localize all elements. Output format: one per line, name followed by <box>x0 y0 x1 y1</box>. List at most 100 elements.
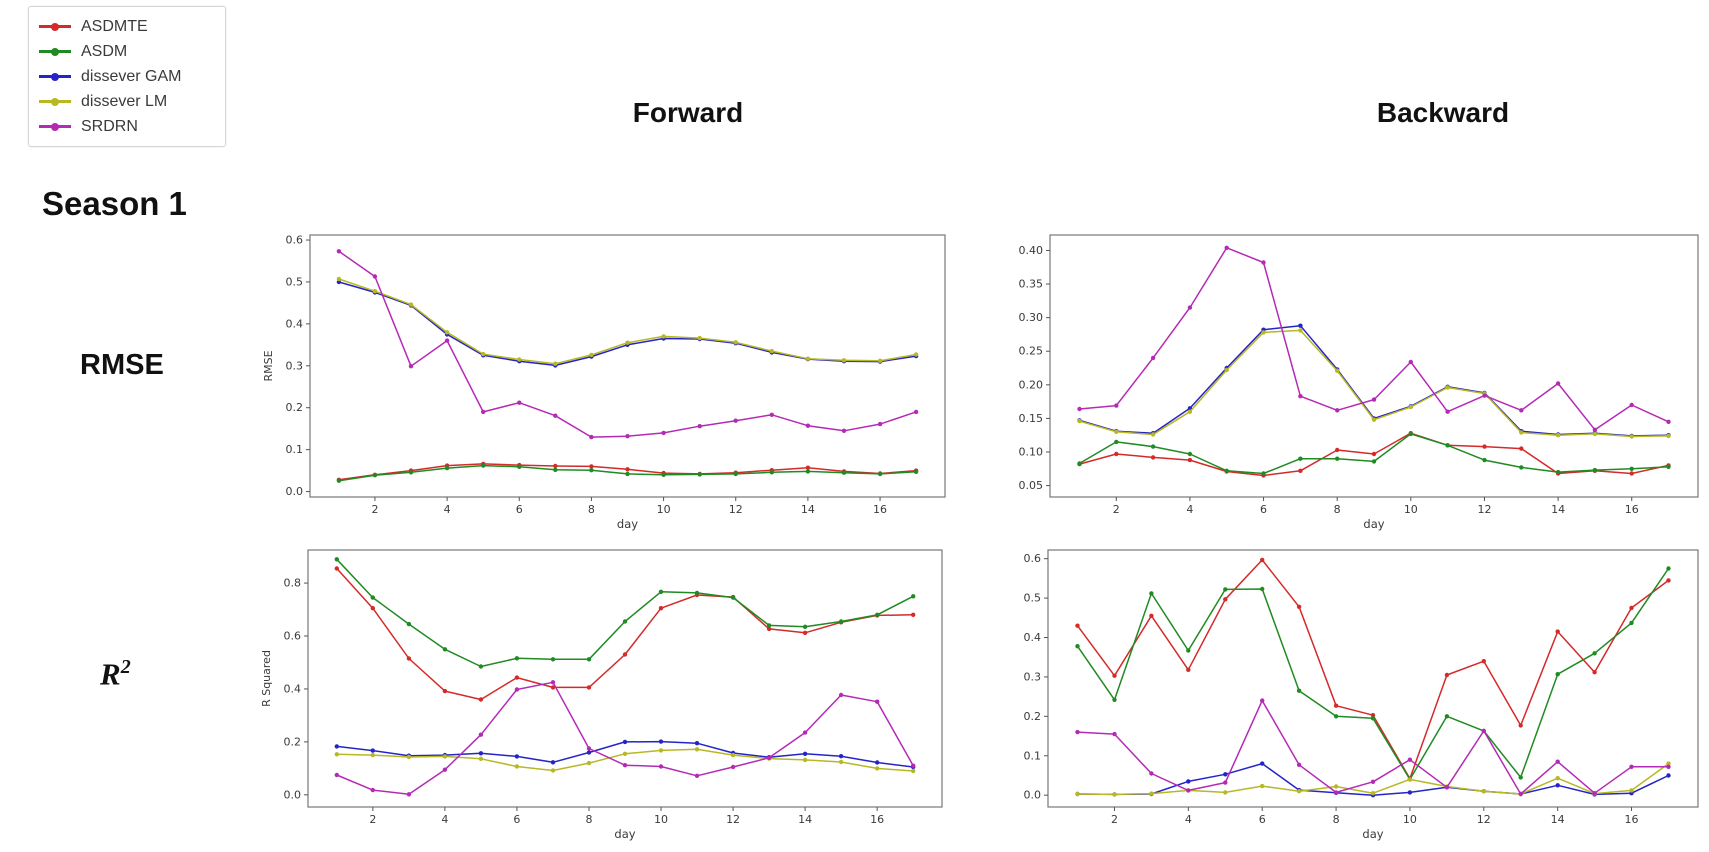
data-point <box>406 792 412 797</box>
data-point <box>875 612 880 617</box>
data-point <box>622 751 628 756</box>
data-point <box>1187 457 1193 463</box>
data-point <box>478 664 484 669</box>
data-point <box>1519 408 1524 413</box>
data-point <box>1481 728 1486 734</box>
y-tick-label: 0.05 <box>1019 479 1044 492</box>
data-point <box>1114 429 1119 434</box>
data-point <box>913 352 919 357</box>
data-point <box>1555 759 1560 764</box>
data-point <box>875 766 880 771</box>
legend-item-label: dissever GAM <box>81 67 182 85</box>
data-point <box>1555 629 1560 634</box>
x-tick-label: 2 <box>369 813 376 826</box>
x-tick-label: 8 <box>585 813 592 826</box>
data-point <box>442 647 448 652</box>
y-tick-label: 0.6 <box>286 234 304 247</box>
y-tick-label: 0.40 <box>1019 244 1044 257</box>
legend-item-label: ASDMTE <box>81 17 148 35</box>
data-point <box>625 434 630 439</box>
data-point <box>805 423 811 428</box>
data-point <box>841 428 847 433</box>
data-point <box>1296 688 1302 693</box>
x-axis-label: day <box>617 517 638 531</box>
x-tick-label: 2 <box>371 503 378 516</box>
legend-dot-icon <box>51 72 59 81</box>
data-point <box>1223 772 1228 777</box>
data-point <box>372 473 378 478</box>
data-point <box>694 590 700 596</box>
data-point <box>1444 672 1450 678</box>
data-point <box>1482 457 1487 463</box>
data-point <box>334 566 339 571</box>
data-point <box>1149 771 1154 776</box>
x-tick-label: 10 <box>654 813 668 826</box>
y-tick-label: 0.20 <box>1019 378 1044 391</box>
data-point <box>334 744 339 749</box>
data-point <box>1629 471 1634 476</box>
y-tick-label: 0.1 <box>286 443 304 456</box>
y-tick-label: 0.0 <box>1024 789 1042 802</box>
data-point <box>622 739 628 745</box>
data-point <box>517 357 522 362</box>
legend-line-icon <box>39 72 71 81</box>
data-point <box>1592 651 1597 656</box>
series-dissever-lm <box>334 747 916 774</box>
axes-ticks: 2 4 6 8 10 12 14 16 0.05 0.10 0.15 0.20 0.25 0.30 0.35… <box>1019 244 1639 516</box>
data-point <box>1187 409 1193 414</box>
data-point <box>838 619 844 624</box>
data-point <box>1518 775 1523 780</box>
data-point <box>553 467 558 472</box>
data-point <box>478 756 484 761</box>
legend-item-label: SRDRN <box>81 117 138 135</box>
series-srdrn <box>1075 698 1671 797</box>
series-asdm <box>1077 431 1671 476</box>
data-point <box>370 787 375 793</box>
x-axis-label: day <box>1363 517 1384 531</box>
data-point <box>841 358 847 363</box>
data-point <box>514 656 520 661</box>
r2-row-label: R2 <box>100 656 131 692</box>
forward-column-title: Forward <box>632 97 744 128</box>
data-point <box>372 274 378 279</box>
data-point <box>1629 764 1634 769</box>
x-tick-label: 8 <box>1333 813 1340 826</box>
data-point <box>370 606 375 611</box>
data-point <box>1555 381 1561 386</box>
data-point <box>553 463 558 469</box>
legend-line-icon <box>39 47 71 56</box>
data-point <box>1666 764 1671 769</box>
data-point <box>877 358 883 363</box>
y-tick-label: 0.2 <box>1024 710 1042 723</box>
data-point <box>1223 780 1228 785</box>
y-axis-label: RMSE <box>262 350 275 381</box>
data-point <box>550 685 556 690</box>
data-point <box>1150 444 1156 449</box>
data-point <box>838 759 844 765</box>
data-point <box>1629 788 1634 793</box>
data-point <box>1629 620 1634 626</box>
chart-forward-rmse: 2 4 6 8 10 12 14 16 0.0 0.1 0.2 0.3 0.4 0.5 0.6 day RMSE <box>262 234 946 531</box>
x-tick-label: 12 <box>1477 813 1491 826</box>
x-tick-label: 6 <box>1260 503 1267 516</box>
data-point <box>1445 409 1450 414</box>
data-point <box>1298 468 1303 473</box>
legend-dot-icon <box>51 97 59 106</box>
y-tick-label: 0.10 <box>1019 445 1044 458</box>
data-point <box>514 675 520 680</box>
data-point <box>444 330 450 335</box>
y-tick-label: 0.35 <box>1019 278 1044 291</box>
data-point <box>589 434 594 440</box>
data-point <box>1407 790 1413 795</box>
data-point <box>1666 773 1671 778</box>
x-tick-label: 6 <box>513 813 520 826</box>
data-point <box>622 619 628 624</box>
series-asdm <box>336 463 919 483</box>
x-tick-label: 14 <box>1551 503 1565 516</box>
data-point <box>1592 427 1598 432</box>
data-point <box>1112 731 1117 737</box>
y-tick-label: 0.0 <box>284 788 302 801</box>
data-point <box>1112 792 1117 797</box>
data-point <box>658 764 664 769</box>
data-point <box>1444 785 1450 790</box>
